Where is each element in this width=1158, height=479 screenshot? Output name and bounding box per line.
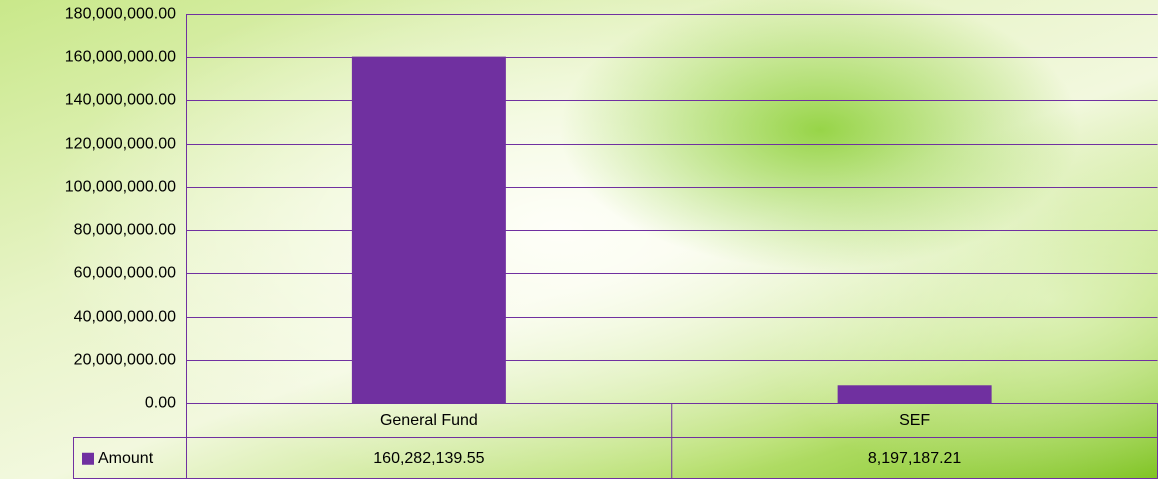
legend-label: Amount xyxy=(98,450,154,467)
y-tick-label: 100,000,000.00 xyxy=(65,179,176,196)
y-tick-label: 40,000,000.00 xyxy=(74,309,176,326)
y-tick-label: 0.00 xyxy=(145,395,176,412)
table-value: 160,282,139.55 xyxy=(373,450,484,467)
x-tick-label: General Fund xyxy=(380,412,478,429)
y-tick-label: 60,000,000.00 xyxy=(74,265,176,282)
y-tick-label: 80,000,000.00 xyxy=(74,222,176,239)
y-tick-label: 120,000,000.00 xyxy=(65,136,176,153)
y-tick-label: 180,000,000.00 xyxy=(65,6,176,23)
y-tick-label: 140,000,000.00 xyxy=(65,92,176,109)
x-tick-label: SEF xyxy=(899,412,930,429)
bar xyxy=(351,56,506,403)
legend-swatch xyxy=(82,452,94,465)
y-tick-label: 20,000,000.00 xyxy=(74,352,176,369)
y-tick-label: 160,000,000.00 xyxy=(65,49,176,66)
table-value: 8,197,187.21 xyxy=(868,450,962,467)
bar xyxy=(837,385,992,403)
